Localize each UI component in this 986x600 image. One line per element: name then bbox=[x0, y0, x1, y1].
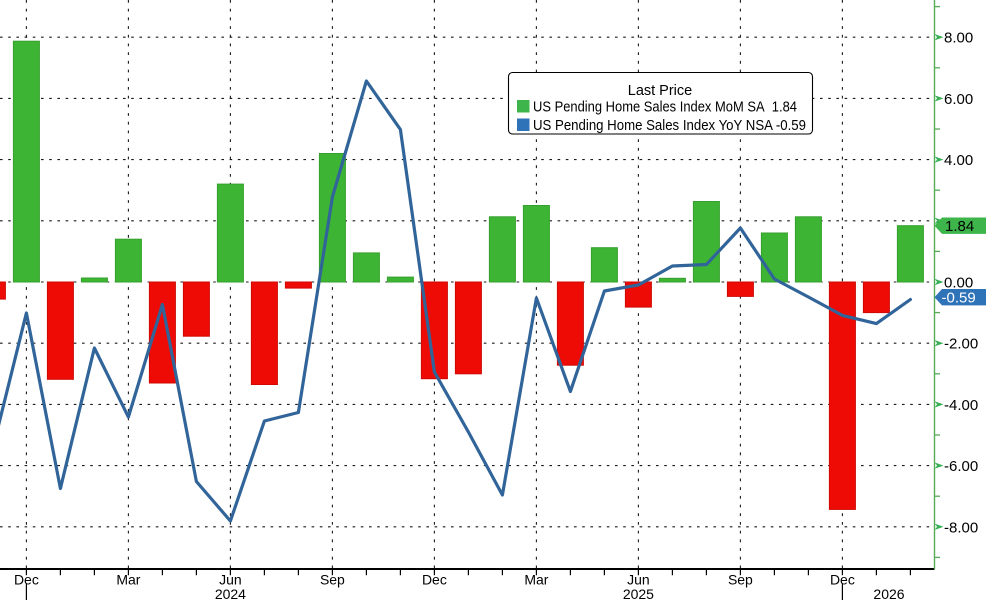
svg-text:Dec: Dec bbox=[14, 572, 39, 588]
svg-text:Jun: Jun bbox=[627, 572, 650, 588]
svg-text:8.00: 8.00 bbox=[944, 30, 973, 47]
svg-text:Mar: Mar bbox=[116, 572, 140, 588]
svg-text:1.84: 1.84 bbox=[945, 218, 974, 235]
svg-text:-4.00: -4.00 bbox=[944, 397, 978, 414]
svg-text:-6.00: -6.00 bbox=[944, 458, 978, 475]
svg-text:-0.59: -0.59 bbox=[942, 290, 976, 307]
svg-text:Sep: Sep bbox=[320, 572, 345, 588]
svg-text:Last Price: Last Price bbox=[628, 83, 692, 99]
svg-text:Dec: Dec bbox=[830, 572, 855, 588]
svg-text:-2.00: -2.00 bbox=[944, 336, 978, 353]
svg-text:Dec: Dec bbox=[422, 572, 447, 588]
svg-text:4.00: 4.00 bbox=[944, 152, 973, 169]
svg-text:US Pending Home Sales Index Yo: US Pending Home Sales Index YoY NSA -0.5… bbox=[533, 118, 806, 134]
svg-text:6.00: 6.00 bbox=[944, 91, 973, 108]
svg-text:Jun: Jun bbox=[219, 572, 242, 588]
svg-text:Sep: Sep bbox=[728, 572, 753, 588]
svg-text:2026: 2026 bbox=[873, 586, 904, 600]
svg-text:-8.00: -8.00 bbox=[944, 519, 978, 536]
svg-text:0.00: 0.00 bbox=[944, 275, 973, 292]
svg-text:Mar: Mar bbox=[524, 572, 548, 588]
svg-text:US Pending Home Sales Index Mo: US Pending Home Sales Index MoM SA 1.84 bbox=[533, 100, 797, 116]
svg-text:2025: 2025 bbox=[623, 586, 654, 600]
svg-text:2024: 2024 bbox=[215, 586, 246, 600]
